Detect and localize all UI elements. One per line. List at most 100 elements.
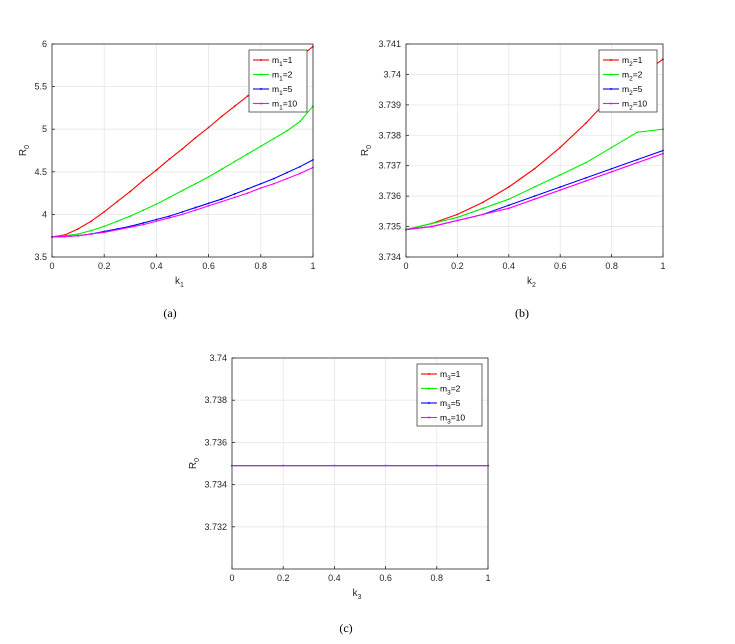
legend-entry-main: m [622,99,629,109]
data-point [155,169,158,171]
data-point [333,464,336,467]
data-point [207,176,210,178]
legend-marker [610,88,612,90]
data-point [610,170,613,173]
legend-entry-main: m [440,369,447,379]
legend-entry-sub: 2 [629,90,633,97]
data-point [207,202,210,205]
y-tick-label: 3.734 [378,252,401,262]
y-axis-label-main: R [18,149,29,156]
x-axis-label-main: k [527,276,533,287]
legend-entry-sub: 1 [279,61,283,68]
x-axis-label-sub: 3 [358,594,362,601]
data-point [233,193,236,195]
legend-marker [260,88,262,90]
data-point [168,158,171,160]
data-point [142,222,145,224]
data-point [194,206,197,209]
x-tick-label: 1 [485,573,490,583]
data-point [610,167,613,170]
legend-entry-sub: 1 [279,90,283,97]
data-point [220,198,223,200]
y-axis-label-main: R [360,149,371,156]
legend-marker [610,73,612,76]
legend-entry-rest: =5 [451,398,461,408]
chart-0: 0 0.2 0.4 0.6 0.8 13.544.555.56k1R0m1=1m1=2m1… [18,39,316,320]
y-tick-label: 3.741 [378,39,401,49]
legend-marker [610,59,612,61]
data-point [482,207,484,210]
y-tick-label: 3.5 [34,252,47,262]
legend-entry: m1=10 [272,99,297,112]
y-tick-label: 3.739 [378,100,401,110]
data-point [129,190,132,193]
data-point [286,177,288,180]
data-point [220,200,223,203]
data-point [456,219,459,222]
chart-caption: (c) [339,621,352,635]
legend-entry: m3=10 [440,413,465,426]
legend-entry: m1=5 [272,84,293,97]
legend-entry: m2=5 [622,84,643,97]
data-point [181,189,184,192]
legend-marker [260,102,262,105]
y-tick-label: 3.736 [378,191,401,201]
data-point [207,204,210,207]
x-axis-label: k1 [175,276,184,289]
data-point [533,167,536,170]
data-point [610,146,613,149]
data-point [482,213,484,216]
data-point [233,160,236,163]
data-point [103,225,106,228]
data-point [103,210,106,213]
data-point [559,186,562,188]
legend-marker [428,373,430,375]
data-point [116,228,119,231]
legend-entry-sub: 1 [279,105,283,112]
data-point [116,220,119,223]
legend-entry-sub: 3 [447,419,451,426]
data-point [636,161,639,164]
x-tick-label: 0 [403,261,408,271]
legend-entry-rest: =10 [451,413,466,423]
data-point [299,120,301,123]
y-tick-label: 3.734 [204,480,227,490]
y-tick-label: 3.732 [204,522,227,532]
data-point [636,158,639,161]
data-point [456,213,459,216]
data-point [559,173,562,176]
legend-entry-main: m [440,384,447,394]
x-tick-label: 0.6 [554,261,567,271]
data-point [233,196,236,199]
data-point [272,177,275,180]
data-point [585,176,587,179]
legend-entry: m2=2 [622,70,643,83]
series-line-m5 [406,149,663,231]
legend-entry-rest: =1 [283,55,293,65]
legend-entry-rest: =2 [451,384,461,394]
legend: m2=1m2=2m2=5m2=10 [598,49,658,113]
legend-entry: m2=1 [622,55,643,68]
series-line-m10 [406,153,663,231]
legend-entry-sub: 3 [447,404,451,411]
x-tick-label: 1 [660,261,665,271]
data-point [559,146,562,149]
data-point [181,147,184,150]
data-point [207,126,210,129]
legend-entry-rest: =1 [633,55,643,65]
legend-entry-sub: 3 [447,375,451,382]
y-axis-label-main: R [188,462,199,469]
data-point [168,196,171,199]
data-point [129,215,132,218]
chart-caption: (a) [163,306,176,320]
data-point [507,204,510,207]
data-point [194,209,197,212]
data-point [272,137,275,140]
legend-entry-main: m [440,413,447,423]
data-point [90,220,93,223]
x-tick-label: 0.2 [98,261,111,271]
data-point [142,209,145,212]
legend-entry: m3=2 [440,384,461,397]
y-axis-label: R0 [360,145,373,156]
legend-entry-rest: =2 [283,70,293,80]
